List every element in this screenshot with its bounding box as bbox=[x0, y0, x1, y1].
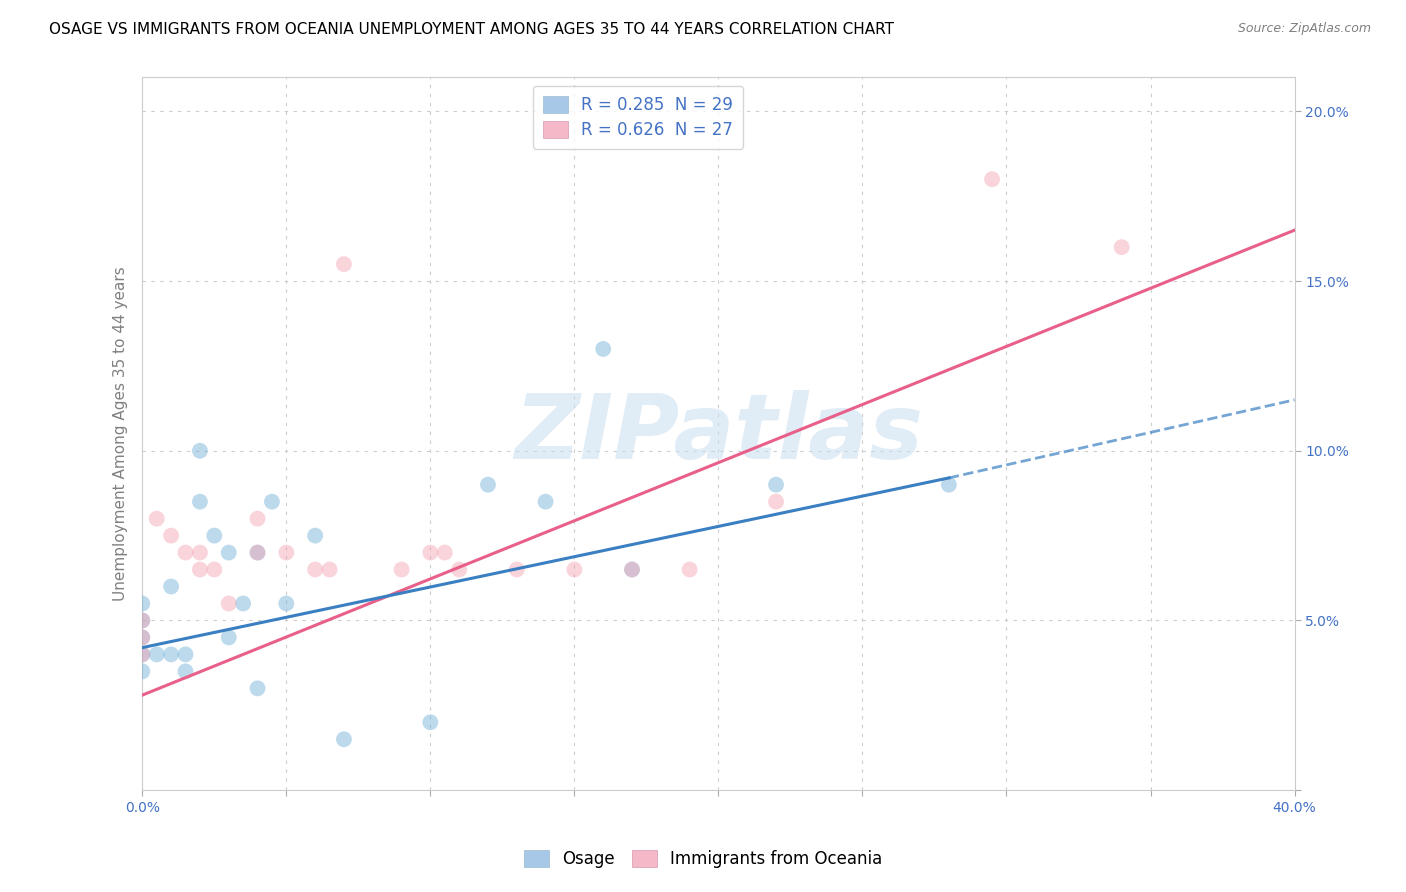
Point bbox=[160, 580, 183, 594]
Point bbox=[333, 257, 356, 271]
Point bbox=[246, 545, 269, 559]
Point bbox=[260, 494, 283, 508]
Text: Source: ZipAtlas.com: Source: ZipAtlas.com bbox=[1237, 22, 1371, 36]
Point bbox=[246, 511, 269, 525]
Point bbox=[333, 732, 356, 747]
Point bbox=[145, 648, 167, 662]
Point bbox=[188, 443, 211, 458]
Point bbox=[202, 563, 225, 577]
Point bbox=[160, 648, 183, 662]
Point bbox=[188, 494, 211, 508]
Point bbox=[145, 511, 167, 525]
Point bbox=[981, 172, 1004, 186]
Point bbox=[621, 563, 644, 577]
Point bbox=[188, 563, 211, 577]
Point bbox=[232, 597, 254, 611]
Point bbox=[564, 563, 586, 577]
Point bbox=[218, 631, 240, 645]
Legend: Osage, Immigrants from Oceania: Osage, Immigrants from Oceania bbox=[517, 843, 889, 875]
Point bbox=[218, 597, 240, 611]
Legend: R = 0.285  N = 29, R = 0.626  N = 27: R = 0.285 N = 29, R = 0.626 N = 27 bbox=[533, 86, 742, 149]
Point bbox=[449, 563, 471, 577]
Point bbox=[304, 528, 326, 542]
Point bbox=[174, 648, 197, 662]
Point bbox=[131, 648, 153, 662]
Point bbox=[391, 563, 413, 577]
Point bbox=[246, 681, 269, 696]
Point bbox=[318, 563, 340, 577]
Point bbox=[1111, 240, 1133, 254]
Point bbox=[131, 665, 153, 679]
Point bbox=[276, 545, 298, 559]
Point bbox=[218, 545, 240, 559]
Point bbox=[188, 545, 211, 559]
Point bbox=[419, 545, 441, 559]
Text: OSAGE VS IMMIGRANTS FROM OCEANIA UNEMPLOYMENT AMONG AGES 35 TO 44 YEARS CORRELAT: OSAGE VS IMMIGRANTS FROM OCEANIA UNEMPLO… bbox=[49, 22, 894, 37]
Point bbox=[174, 665, 197, 679]
Point bbox=[131, 631, 153, 645]
Point bbox=[592, 342, 614, 356]
Point bbox=[131, 648, 153, 662]
Point bbox=[477, 477, 499, 491]
Point bbox=[131, 597, 153, 611]
Point bbox=[765, 494, 787, 508]
Point bbox=[419, 715, 441, 730]
Point bbox=[534, 494, 557, 508]
Point bbox=[246, 545, 269, 559]
Point bbox=[678, 563, 700, 577]
Point bbox=[131, 614, 153, 628]
Point bbox=[938, 477, 960, 491]
Point bbox=[174, 545, 197, 559]
Point bbox=[202, 528, 225, 542]
Point bbox=[433, 545, 456, 559]
Point bbox=[131, 614, 153, 628]
Point bbox=[506, 563, 529, 577]
Point bbox=[621, 563, 644, 577]
Point bbox=[276, 597, 298, 611]
Point bbox=[160, 528, 183, 542]
Point bbox=[765, 477, 787, 491]
Y-axis label: Unemployment Among Ages 35 to 44 years: Unemployment Among Ages 35 to 44 years bbox=[114, 267, 128, 601]
Point bbox=[304, 563, 326, 577]
Point bbox=[131, 631, 153, 645]
Text: ZIPatlas: ZIPatlas bbox=[515, 390, 922, 478]
